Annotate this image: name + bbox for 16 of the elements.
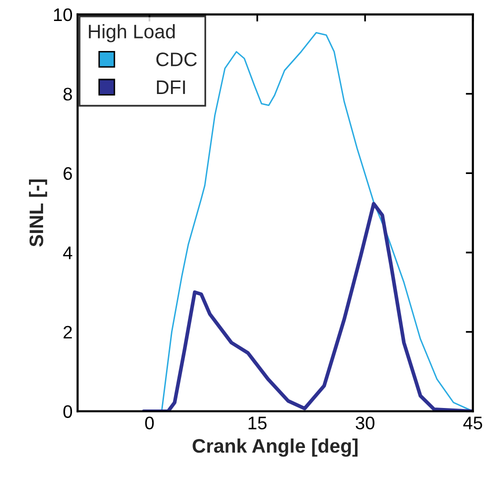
x-tick-label: 0 [145,416,154,430]
legend-label: DFI [156,80,185,94]
line-series [142,202,473,412]
y-tick-label: 8 [63,88,72,101]
y-tick-label: 2 [64,326,72,338]
y-tick-label: 10 [54,8,72,22]
x-tick-label: 30 [356,416,374,430]
legend-title: High Load [88,24,175,42]
legend-label: CDC [156,52,197,66]
y-axis-title: SINL [-] [28,180,48,247]
y-tick-label: 6 [64,167,72,180]
y-tick-label: 0 [63,405,72,418]
x-tick-label: 15 [248,416,267,430]
x-axis-title: Crank Angle [deg] [192,438,358,457]
x-tick-label: 45 [463,416,482,430]
y-tick-label: 4 [63,246,72,260]
